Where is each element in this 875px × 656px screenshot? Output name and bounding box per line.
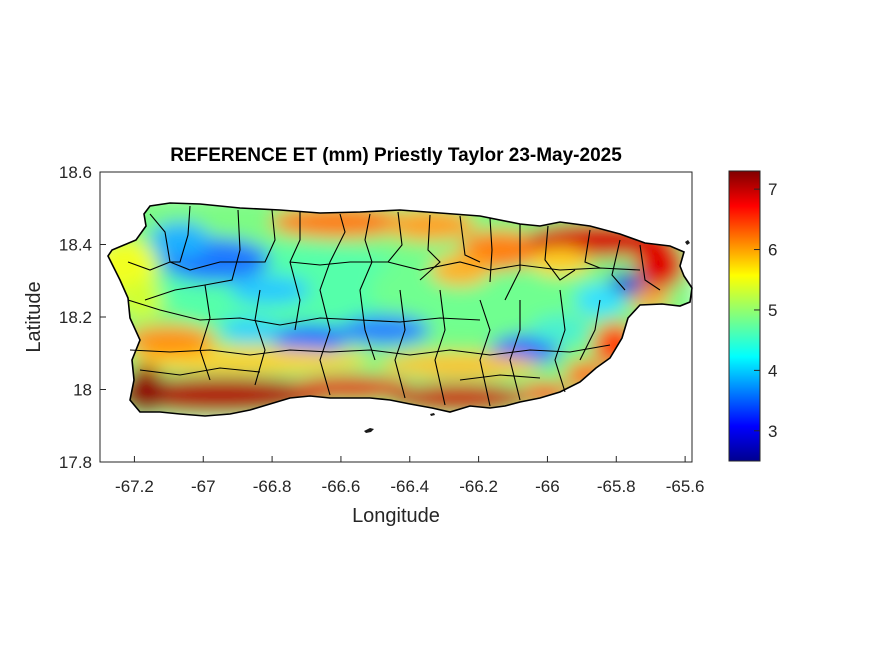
- municipality-boundary: [289, 261, 641, 271]
- y-tick-label: 17.8: [59, 453, 92, 472]
- y-axis-label: Latitude: [23, 281, 45, 352]
- x-axis-label: Longitude: [352, 505, 440, 527]
- municipality-boundary: [169, 261, 265, 271]
- colorbar-tick-label: 4: [768, 361, 777, 380]
- y-tick-label: 18.6: [59, 163, 92, 182]
- y-tick-label: 18.4: [59, 236, 92, 255]
- municipality-boundary: [489, 217, 493, 283]
- chart-title: REFERENCE ET (mm) Priestly Taylor 23-May…: [170, 145, 622, 166]
- colorbar-tick-label: 6: [768, 241, 777, 260]
- x-tick-label: -66: [535, 477, 560, 496]
- x-tick-label: -65.6: [666, 477, 705, 496]
- municipality-boundary: [459, 215, 481, 263]
- municipality-boundary: [144, 209, 241, 301]
- x-tick-label: -67.2: [115, 477, 154, 496]
- municipality-boundary: [394, 289, 406, 399]
- x-tick-label: -66.6: [322, 477, 361, 496]
- colorbar-ticks: 3 4 5 6 7: [754, 180, 777, 441]
- y-tick-label: 18.2: [59, 308, 92, 327]
- municipality-boundary: [504, 224, 521, 301]
- municipality-boundary: [127, 299, 481, 326]
- colorbar-tick-label: 3: [768, 422, 777, 441]
- municipality-boundary: [387, 211, 403, 263]
- municipality-boundary: [127, 205, 191, 271]
- municipality-boundary: [419, 214, 441, 281]
- municipality-boundary: [319, 289, 331, 396]
- x-tick-label: -66.4: [390, 477, 429, 496]
- colorbar-gradient: [728, 170, 761, 462]
- municipality-boundary: [611, 239, 626, 291]
- municipality-boundary: [129, 344, 611, 356]
- x-tick-label: -66.2: [459, 477, 498, 496]
- municipality-boundary: [319, 213, 346, 291]
- x-tick-label: -65.8: [597, 477, 636, 496]
- island-outline: [107, 202, 693, 417]
- municipality-boundary: [584, 229, 601, 269]
- colorbar-tick-label: 7: [768, 180, 777, 199]
- municipality-boundary: [479, 299, 491, 407]
- municipality-boundary: [434, 289, 446, 406]
- municipality-boundary: [639, 244, 661, 291]
- municipality-boundary: [359, 213, 373, 291]
- municipality-boundary: [139, 367, 261, 376]
- municipality-boundaries: [127, 205, 661, 407]
- municipality-boundary: [544, 225, 576, 281]
- municipality-boundary: [579, 299, 601, 361]
- x-tick-label: -67: [191, 477, 216, 496]
- municipality-boundary: [149, 213, 171, 263]
- municipality-boundary: [254, 289, 266, 386]
- et-heatmap: [107, 202, 693, 433]
- y-tick-label: 18: [73, 381, 92, 400]
- municipality-boundary: [459, 374, 541, 381]
- desecheo-island: [685, 240, 690, 245]
- y-axis: 17.8 18 18.2 18.4 18.6: [59, 163, 106, 472]
- x-tick-label: -66.8: [253, 477, 292, 496]
- colorbar-tick-label: 5: [768, 301, 777, 320]
- municipality-boundary: [509, 300, 521, 401]
- south-cay: [430, 413, 435, 416]
- x-axis: -67.2 -67 -66.8 -66.6 -66.4 -66.2 -66 -65.8 -65.…: [115, 456, 704, 496]
- municipality-boundary: [554, 289, 566, 393]
- municipality-boundary: [199, 284, 211, 381]
- caja-de-muerto-island: [364, 428, 374, 433]
- colorbar: 3 4 5 6 7: [728, 170, 777, 462]
